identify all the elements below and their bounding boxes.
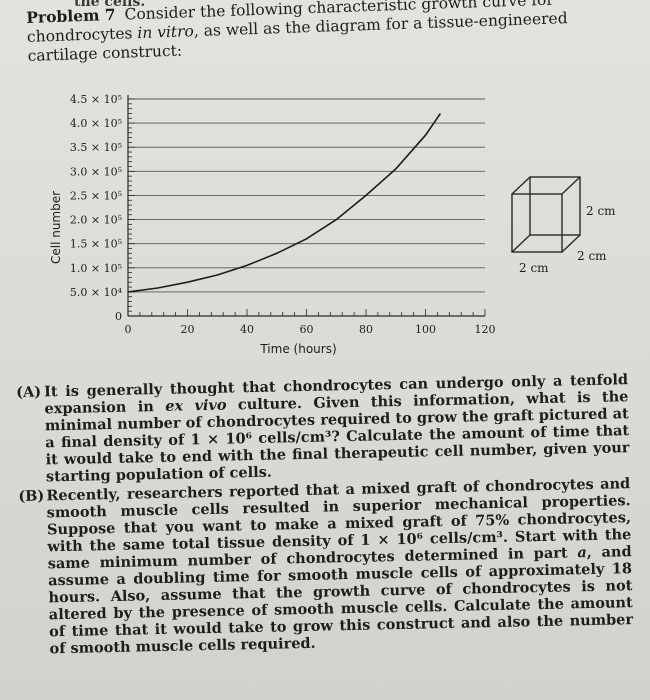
y-tick-label: 2.0 × 10⁵ xyxy=(70,214,122,227)
y-tick-label: 4.5 × 10⁵ xyxy=(70,93,122,106)
question-label: (A) xyxy=(16,383,42,401)
y-tick-label: 1.0 × 10⁵ xyxy=(70,262,122,275)
x-tick-label: 100 xyxy=(415,323,436,336)
question-text: It is generally thought that chondrocyte… xyxy=(44,371,630,485)
cube-back-face xyxy=(529,176,581,236)
problem-intro-italic: in vitro xyxy=(137,22,195,43)
figure: 0 5.0 × 10⁴ 1.0 × 10⁵ 1.5 × 10⁵ 2.0 × 10⁵ 2.5… xyxy=(0,80,650,370)
problem-statement: Problem 7 Consider the following charact… xyxy=(26,0,628,66)
y-tick-label: 0 xyxy=(115,310,122,323)
question-text-italic: ex vivo xyxy=(165,396,227,415)
cube-front-face xyxy=(511,193,563,253)
y-axis-title: Cell number xyxy=(49,191,63,264)
y-tick-label: 1.5 × 10⁵ xyxy=(70,238,122,251)
cube-width-label: 2 cm xyxy=(519,261,549,275)
question-label: (B) xyxy=(18,487,45,505)
growth-curve-figure: 0 5.0 × 10⁴ 1.0 × 10⁵ 1.5 × 10⁵ 2.0 × 10⁵ 2.5… xyxy=(49,93,616,356)
cube-edge xyxy=(511,176,531,195)
cube-height-label: 2 cm xyxy=(586,204,616,218)
y-tick-label: 3.5 × 10⁵ xyxy=(70,141,122,154)
construct-diagram: 2 cm 2 cm 2 cm xyxy=(511,176,616,275)
cube-edge xyxy=(561,234,581,253)
growth-curve-line xyxy=(127,113,442,293)
x-tick-label: 40 xyxy=(240,323,254,336)
growth-chart: 0 5.0 × 10⁴ 1.0 × 10⁵ 1.5 × 10⁵ 2.0 × 10⁵ 2.5… xyxy=(49,93,496,356)
y-tick-label: 5.0 × 10⁴ xyxy=(70,286,123,299)
y-tick-label: 2.5 × 10⁵ xyxy=(70,189,122,202)
question-b: (B) Recently, researchers reported that … xyxy=(18,475,633,658)
x-tick-label: 60 xyxy=(300,323,314,336)
x-axis-title: Time (hours) xyxy=(259,342,336,356)
cube-depth-label: 2 cm xyxy=(577,249,607,263)
x-tick-label: 20 xyxy=(181,323,195,336)
x-tick-label: 80 xyxy=(359,323,373,336)
y-tick-label: 4.0 × 10⁵ xyxy=(70,117,122,130)
header-fragment: the cells. xyxy=(74,0,146,10)
cube-edge xyxy=(511,234,531,253)
y-tick-label: 3.0 × 10⁵ xyxy=(70,165,122,178)
x-tick-label: 120 xyxy=(475,323,496,336)
cube-edge xyxy=(561,176,581,195)
x-tick-label: 0 xyxy=(125,323,132,336)
questions: (A) It is generally thought that chondro… xyxy=(16,371,634,658)
problem-number: Problem 7 xyxy=(26,4,116,27)
question-a: (A) It is generally thought that chondro… xyxy=(16,371,630,486)
question-text-part: Recently, researchers reported that a mi… xyxy=(46,475,632,573)
question-text: Recently, researchers reported that a mi… xyxy=(46,475,633,657)
question-text-italic: a xyxy=(577,544,587,562)
